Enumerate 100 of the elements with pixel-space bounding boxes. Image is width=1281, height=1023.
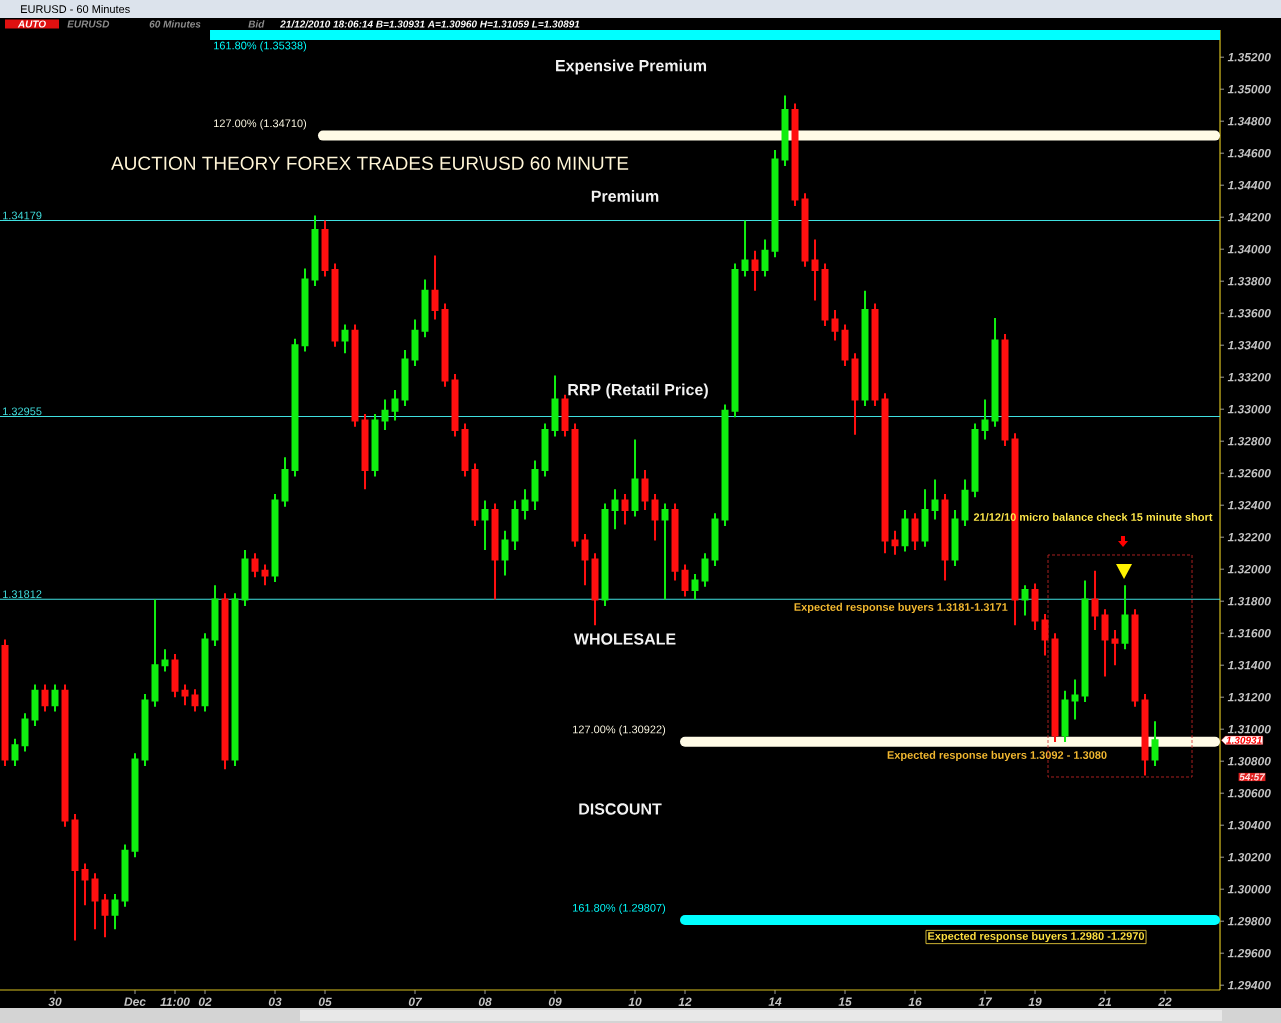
candlestick: [801, 192, 809, 268]
candlestick: [511, 499, 519, 551]
candlestick: [1041, 613, 1049, 657]
candlestick: [1121, 584, 1129, 651]
candlestick: [771, 148, 779, 259]
candlestick: [781, 94, 789, 167]
candlestick: [261, 563, 269, 587]
y-tick-label: 1.35200: [1227, 52, 1271, 62]
candlestick: [111, 893, 119, 931]
x-tick-label: 17: [978, 997, 993, 1006]
x-tick-label: 10: [628, 997, 642, 1007]
y-tick-label: 1.34000: [1227, 244, 1271, 254]
candlestick: [371, 413, 379, 478]
y-tick-label: 1.34200: [1227, 212, 1271, 222]
candlestick: [11, 737, 19, 767]
text: 60 Minutes: [149, 20, 201, 28]
y-tick-label: 1.35000: [1227, 84, 1271, 94]
candlestick: [391, 389, 399, 422]
candlestick: [191, 688, 199, 713]
candlestick: [101, 893, 109, 939]
candlestick: [741, 219, 749, 278]
candlestick: [181, 683, 189, 707]
candlestick: [381, 398, 389, 431]
candlestick: [451, 373, 459, 438]
candlestick: [1031, 582, 1039, 631]
candlestick: [681, 563, 689, 598]
x-tick-label: 11:00: [160, 997, 190, 1007]
candlestick: [711, 512, 719, 567]
candlestick: [71, 813, 79, 942]
candlestick: [921, 488, 929, 548]
candlestick: [1101, 608, 1109, 678]
x-tick-label: 05: [318, 997, 332, 1007]
y-tick-label: 1.33400: [1227, 340, 1271, 350]
candlestick: [611, 488, 619, 531]
y-tick-label: 1.29800: [1227, 916, 1271, 926]
x-tick-label: 15: [838, 997, 852, 1006]
y-tick-label: 1.33600: [1227, 308, 1271, 318]
ref-line-label: 161.80% (1.29807): [573, 903, 666, 914]
annotation: Expensive Premium: [556, 59, 707, 75]
ref-line-label: 127.00% (1.34710): [214, 119, 307, 130]
candlestick: [531, 459, 539, 511]
candlestick: [941, 493, 949, 582]
text: AUCTION THEORY FOREX TRADES EUR\USD 60 MINUTE: [111, 156, 629, 170]
candlestick: [1111, 629, 1119, 667]
x-tick-label: 22: [1158, 997, 1172, 1006]
annotation: Expected response buyers 1.2980 -1.2970: [928, 931, 1145, 943]
text: Bid: [248, 20, 265, 28]
annotation: Expected response buyers 1.3181-1.3171: [794, 602, 1008, 614]
candlestick: [861, 289, 869, 407]
candlestick: [311, 214, 319, 287]
candlestick: [1061, 689, 1069, 743]
candlestick: [321, 219, 329, 278]
candlestick: [121, 843, 129, 908]
x-tick-label: 03: [268, 997, 282, 1007]
ref-line-label: 161.80% (1.35338): [214, 41, 307, 52]
candlestick: [41, 683, 49, 713]
candlestick: [851, 352, 859, 436]
candlestick: [551, 374, 559, 438]
candlestick: [761, 238, 769, 278]
y-tick-label: 1.33000: [1227, 404, 1271, 414]
candlestick: [691, 573, 699, 601]
candlestick: [1091, 569, 1099, 631]
candlestick: [1021, 584, 1029, 617]
candlestick: [791, 102, 799, 207]
x-tick-label: 19: [1028, 997, 1042, 1007]
candlestick: [211, 584, 219, 647]
candlestick: [991, 317, 999, 428]
y-tick-label: 1.30200: [1227, 852, 1271, 862]
y-tick-label: 1.32000: [1227, 564, 1271, 574]
ref-line-label: 127.00% (1.30922): [573, 725, 666, 736]
candlestick: [951, 509, 959, 567]
candlestick: [481, 499, 489, 551]
candlestick: [171, 653, 179, 699]
candlestick: [491, 502, 499, 601]
candlestick: [1151, 720, 1159, 767]
candlestick: [411, 318, 419, 367]
candlestick: [251, 552, 259, 579]
candlestick: [661, 502, 669, 601]
candlestick: [601, 502, 609, 607]
candlestick: [671, 502, 679, 582]
candlestick: [361, 413, 369, 491]
x-tick-label: 21: [1098, 997, 1112, 1006]
candlestick: [151, 598, 159, 708]
candlestick: [401, 349, 409, 407]
text: 1.30931: [1226, 736, 1262, 744]
candlestick: [431, 254, 439, 321]
candlestick: [501, 529, 509, 577]
candlestick: [1001, 333, 1009, 447]
y-tick-label: 1.30800: [1227, 756, 1271, 766]
x-tick-label: 14: [768, 997, 782, 1006]
annotation: RRP (Retatil Price): [568, 383, 708, 399]
candlestick: [931, 478, 939, 521]
candlestick: [1071, 678, 1079, 721]
x-tick-label: 02: [198, 997, 212, 1007]
candlestick: [911, 512, 919, 551]
y-tick-label: 1.31600: [1227, 628, 1271, 638]
candlestick: [561, 393, 569, 438]
y-tick-label: 1.29400: [1227, 980, 1271, 990]
candlestick: [871, 302, 879, 407]
annotation: Premium: [591, 190, 659, 202]
